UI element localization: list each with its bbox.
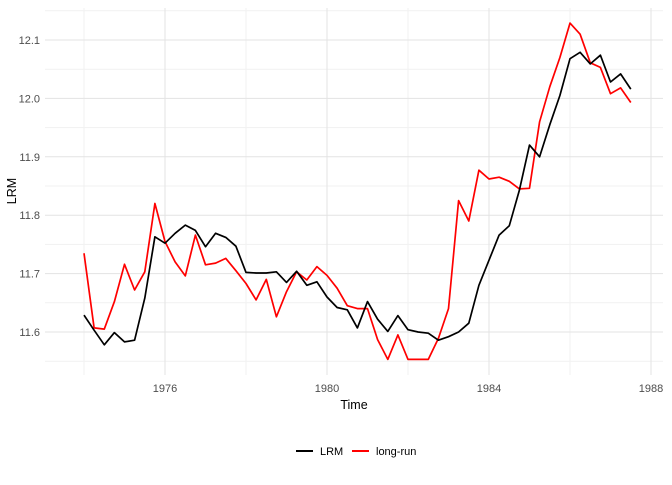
x-tick-1980: 1980	[315, 383, 339, 395]
y-tick-11.9: 11.9	[19, 152, 40, 164]
long-run-legend-label: long-run	[376, 446, 416, 458]
y-tick-11.8: 11.8	[19, 210, 40, 222]
x-tick-1984: 1984	[477, 383, 501, 395]
long-run-line	[83, 22, 632, 361]
lrm-line	[83, 51, 632, 346]
x-tick-1988: 1988	[639, 383, 663, 395]
x-axis-title: Time	[340, 398, 367, 412]
y-tick-11.6: 11.6	[19, 327, 40, 339]
panel-gridlines	[45, 8, 663, 375]
x-tick-1976: 1976	[153, 383, 177, 395]
y-tick-12.0: 12.0	[19, 93, 40, 105]
y-axis-title: LRM	[5, 178, 19, 204]
lrm-legend-label: LRM	[320, 446, 343, 458]
legend: LRM long-run	[296, 446, 416, 458]
y-tick-11.7: 11.7	[19, 269, 40, 281]
y-tick-12.1: 12.1	[19, 35, 40, 47]
